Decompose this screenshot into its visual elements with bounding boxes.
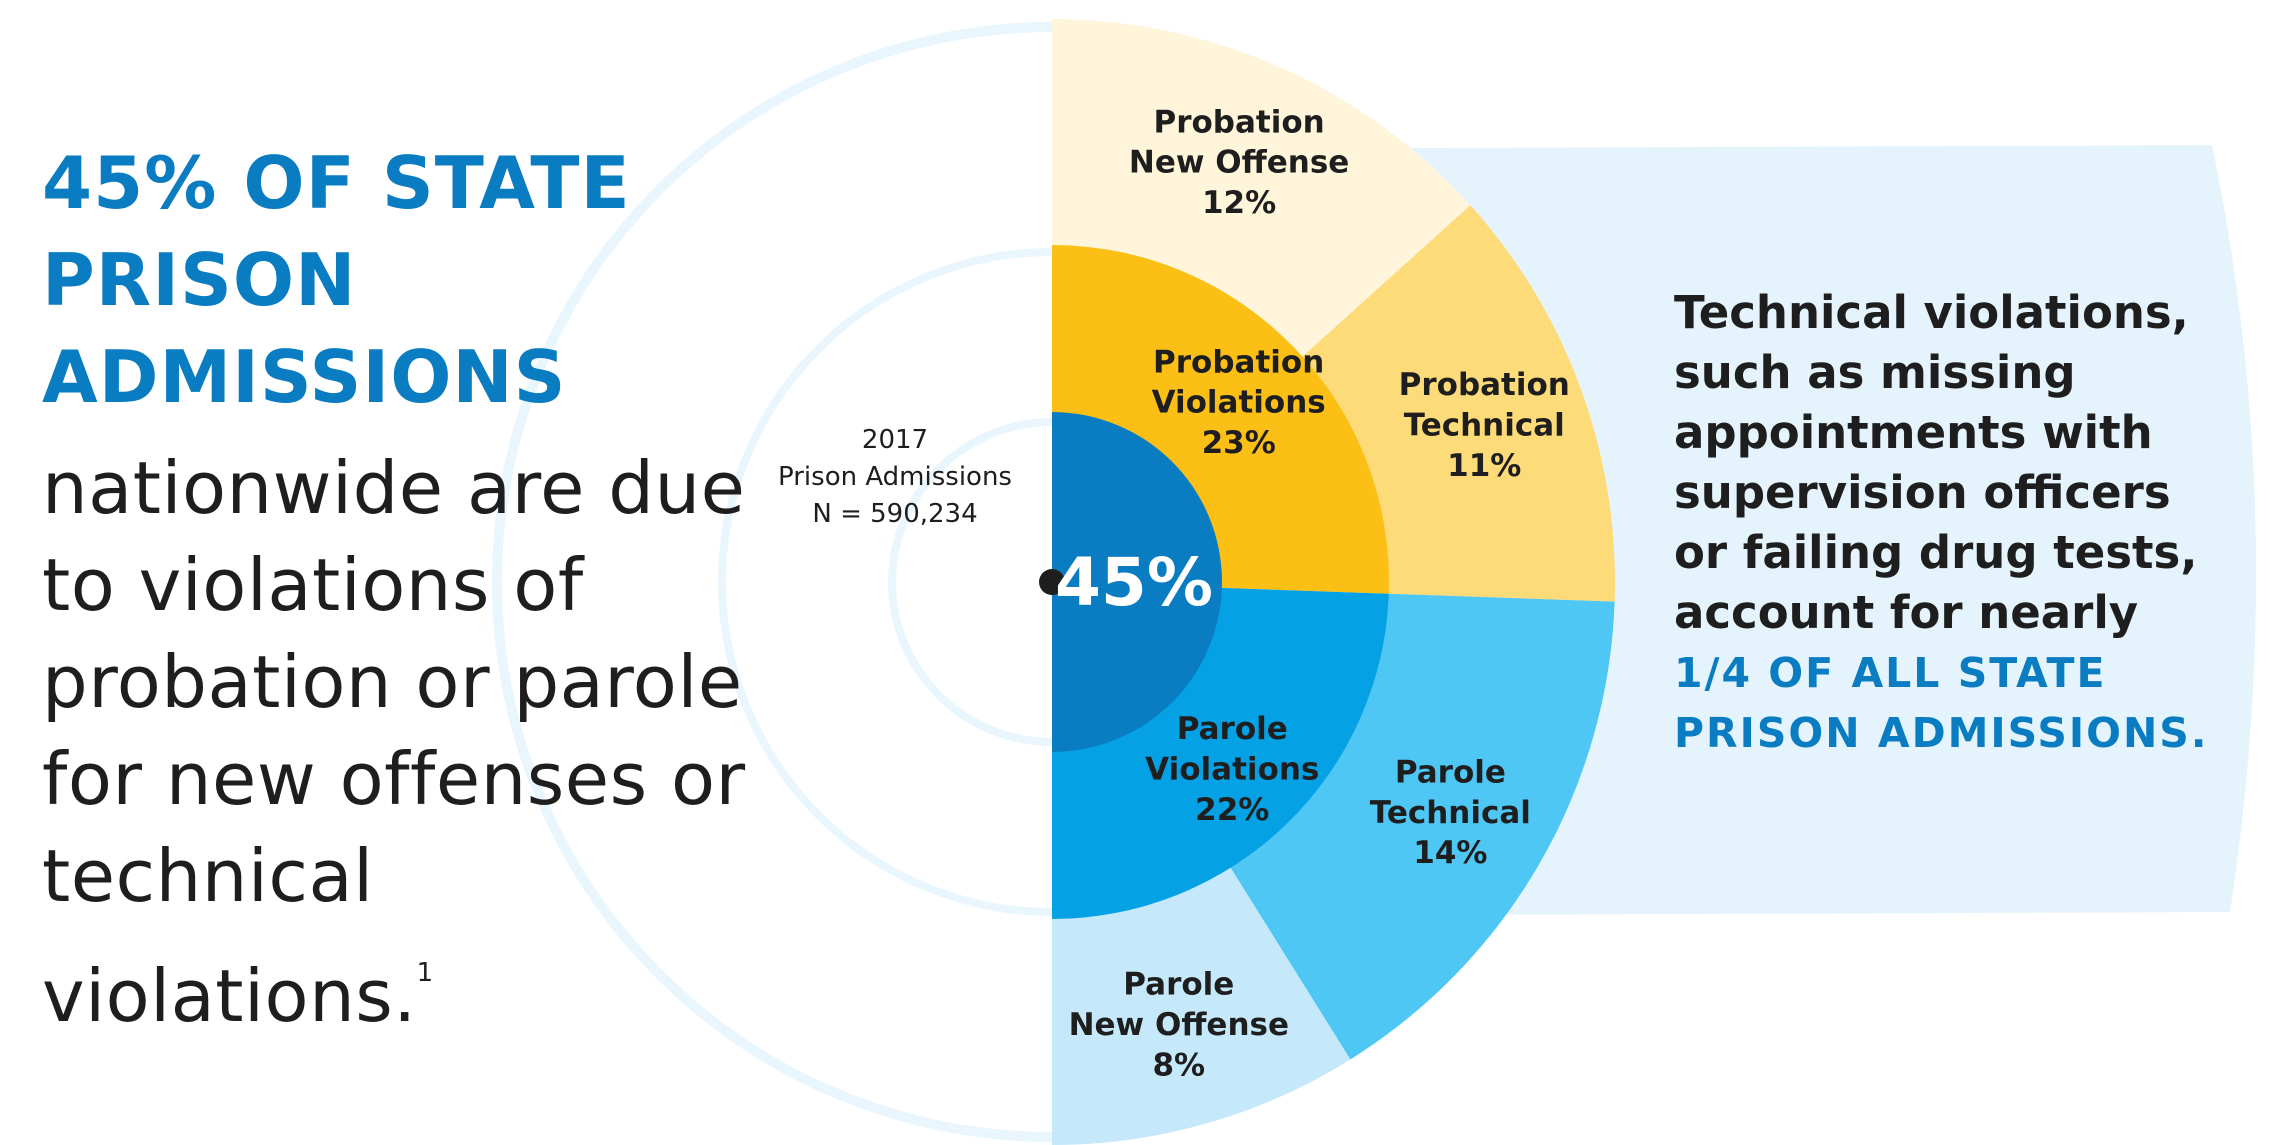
segment-labels: Probation Violations 23% Parole Violations 22… [1069, 104, 1570, 1083]
annotation-text: 2017 Prison Admissions N = 590,234 [778, 425, 1012, 529]
background-layer [1408, 145, 2257, 915]
label-parole_violations-line: Parole [1177, 711, 1288, 747]
center-group: 45% [1039, 412, 1222, 752]
label-probation_technical-line: 11% [1447, 448, 1521, 484]
outer-segment-parole_technical [1229, 593, 1615, 1060]
label-probation_violations-line: 23% [1202, 425, 1276, 461]
outer-segment-probation_new_offense [1052, 19, 1471, 358]
label-probation_violations: Probation Violations 23% [1152, 344, 1326, 461]
annotation-line: N = 590,234 [812, 499, 977, 529]
label-probation_technical-line: Probation [1399, 367, 1570, 403]
label-probation_new_offense-line: 12% [1202, 185, 1276, 221]
center-dot [1039, 569, 1065, 595]
label-parole_new_offense-line: 8% [1152, 1047, 1205, 1083]
label-probation_new_offense-line: Probation [1153, 104, 1324, 140]
label-probation_violations-line: Violations [1152, 385, 1326, 421]
label-parole_technical: Parole Technical 14% [1370, 755, 1531, 872]
outer-segment-parole_new_offense [1052, 866, 1351, 1145]
chart-annotation: 2017 Prison Admissions N = 590,234 [778, 425, 1012, 529]
label-parole_new_offense-line: New Offense [1069, 1007, 1289, 1043]
label-probation_violations-line: Probation [1153, 344, 1324, 380]
label-parole_technical-line: 14% [1413, 835, 1487, 871]
label-probation_new_offense-line: New Offense [1129, 145, 1349, 181]
annotation-line: Prison Admissions [778, 462, 1012, 492]
label-parole_violations-line: Violations [1145, 752, 1319, 788]
label-parole_violations: Parole Violations 22% [1145, 711, 1319, 828]
technical-violations-note: Technical violations, such as missing ap… [1674, 283, 2234, 763]
callout-panel [1408, 145, 2257, 915]
label-parole_new_offense: Parole New Offense 8% [1069, 967, 1289, 1084]
body-text: nationwide are due to violations of prob… [42, 440, 762, 1045]
label-parole_technical-line: Technical [1370, 795, 1531, 831]
footnote-marker: 1 [416, 958, 434, 988]
label-probation_technical: Probation Technical 11% [1399, 367, 1570, 484]
label-parole_new_offense-line: Parole [1123, 967, 1234, 1003]
label-probation_technical-line: Technical [1404, 408, 1565, 444]
label-parole_violations-line: 22% [1195, 792, 1269, 828]
headline: 45% OF STATE PRISON ADMISSIONS [42, 141, 631, 419]
body-text-content: nationwide are due to violations of prob… [42, 446, 746, 1038]
label-parole_technical-line: Parole [1395, 755, 1506, 791]
label-probation_new_offense: Probation New Offense 12% [1129, 104, 1349, 221]
note-highlight: 1/4 OF ALL STATE PRISON ADMISSIONS. [1674, 649, 2209, 757]
annotation-line: 2017 [862, 425, 928, 455]
note-text: Technical violations, such as missing ap… [1674, 286, 2198, 639]
center-segment [1052, 412, 1222, 752]
center-label: 45% [1055, 544, 1213, 621]
